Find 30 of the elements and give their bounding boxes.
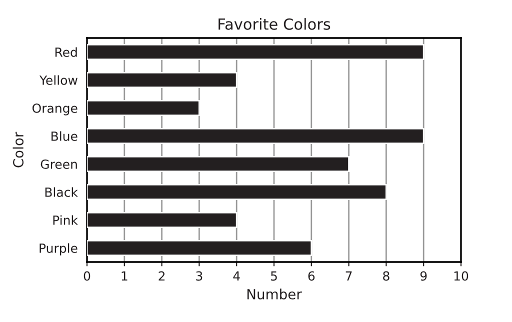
chart-title: Favorite Colors: [218, 18, 330, 30]
bar: [87, 128, 424, 144]
x-tick-label: 7: [346, 271, 352, 281]
x-tick-label: 4: [233, 271, 240, 281]
y-axis-title: Color: [12, 132, 24, 168]
bar: [87, 44, 424, 60]
x-tick-label: 3: [196, 271, 202, 281]
bar: [87, 156, 350, 172]
x-tick-label: 2: [158, 271, 165, 281]
y-tick-label: Green: [40, 159, 77, 169]
y-tick-label: Blue: [52, 131, 78, 141]
bar: [87, 100, 200, 116]
bar: [87, 212, 238, 228]
bar: [87, 240, 312, 256]
y-tick-label: Black: [45, 187, 78, 197]
y-tick-label: Red: [55, 47, 77, 57]
y-tick-label: Yellow: [39, 75, 78, 85]
y-tick-label: Pink: [53, 215, 78, 225]
x-tick-label: 0: [84, 271, 90, 281]
x-tick-label: 1: [122, 271, 128, 281]
x-tick-label: 9: [420, 271, 427, 281]
x-tick-label: 8: [383, 271, 390, 281]
bar: [87, 72, 238, 88]
x-tick-label: 10: [454, 271, 468, 281]
x-axis-title: Number: [247, 288, 302, 300]
x-tick-label: 6: [308, 271, 315, 281]
x-tick-label: 5: [270, 271, 277, 281]
bar: [87, 184, 387, 200]
y-tick-label: Purple: [40, 243, 78, 256]
y-tick-label: Orange: [32, 103, 78, 116]
